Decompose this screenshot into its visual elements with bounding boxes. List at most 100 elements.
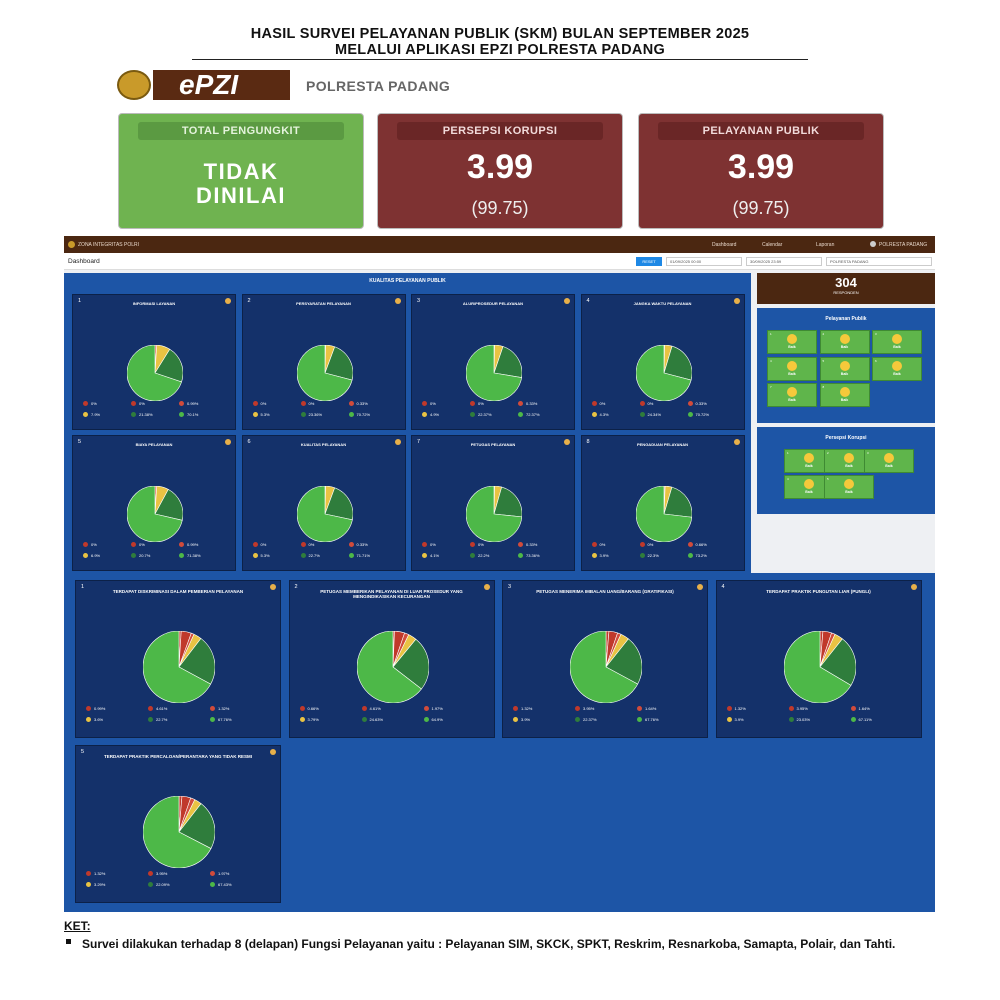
- legend-item: 5.3%: [252, 412, 270, 418]
- tile-label: Baik: [840, 345, 849, 349]
- legend-item: 0.33%: [518, 401, 537, 407]
- reset-button[interactable]: RESET: [636, 257, 662, 266]
- pie-slice: [465, 485, 523, 543]
- legend-dot-icon: [299, 717, 305, 723]
- tile-number: 3: [875, 332, 877, 336]
- nav-dashboard[interactable]: Dashboard: [712, 242, 737, 248]
- pie-slice: [356, 630, 422, 704]
- legend-value: 1.32%: [94, 871, 106, 876]
- legend-dot-icon: [518, 542, 523, 548]
- info-icon[interactable]: [564, 439, 570, 445]
- legend-item: 22.3%: [639, 553, 659, 559]
- info-icon[interactable]: [270, 749, 276, 755]
- public-service-title: Pelayanan Publik: [825, 316, 867, 322]
- legend-item: 22.7%: [300, 553, 320, 559]
- section-title: KUALITAS PELAYANAN PUBLIK: [369, 278, 446, 284]
- date-to-input[interactable]: 30/09/2025 23:59: [746, 257, 822, 266]
- legend-dot-icon: [726, 717, 732, 723]
- panel-title: TERDAPAT PRAKTIK PERCALOAN/PERANTARA YAN…: [103, 754, 253, 759]
- legend-dot-icon: [252, 412, 258, 418]
- legend-value: 22.2%: [478, 553, 490, 558]
- pie-chart: [142, 795, 216, 869]
- legend-value: 72.37%: [526, 412, 540, 417]
- unit-select[interactable]: POLRESTA PADANG: [826, 257, 932, 266]
- legend-dot-icon: [179, 553, 184, 559]
- panel-title: JANGKA WAKTU PELAYANAN: [633, 301, 692, 306]
- info-icon[interactable]: [394, 439, 401, 445]
- info-icon[interactable]: [564, 298, 570, 304]
- legend-value: 1.64%: [858, 706, 870, 711]
- rating-tile: 6 Baik: [872, 356, 922, 381]
- user-avatar[interactable]: [870, 241, 876, 247]
- legend-value: 3.79%: [307, 717, 319, 722]
- rating-tile: 3 Baik: [864, 449, 914, 473]
- panel-title: PETUGAS MEMBERIKAN PELAYANAN DI LUAR PRO…: [320, 589, 463, 599]
- info-icon[interactable]: [733, 298, 740, 304]
- panel-title: BIAYA PELAYANAN: [135, 442, 173, 447]
- pie-chart: [783, 630, 856, 704]
- date-from-input[interactable]: 01/09/2025 00:00: [666, 257, 742, 266]
- tile-label: Baik: [840, 371, 849, 376]
- legend-dot-icon: [470, 412, 475, 418]
- legend-value: 3.9%: [521, 717, 531, 722]
- legend-value: 0%: [260, 401, 267, 406]
- legend-value: 0%: [430, 542, 436, 547]
- legend-item: 67.76%: [210, 717, 232, 723]
- corruption-title: Persepsi Korupsi: [825, 435, 867, 441]
- info-icon[interactable]: [910, 584, 917, 590]
- legend-item: 5.3%: [252, 553, 270, 559]
- legend-dot-icon: [422, 553, 427, 559]
- info-icon[interactable]: [697, 584, 703, 590]
- tile-label: Baik: [788, 398, 796, 402]
- nav-calendar[interactable]: Calendar: [762, 242, 783, 248]
- pie-slice: [324, 346, 353, 381]
- legend-dot-icon: [850, 717, 856, 723]
- legend-item: 0%: [639, 401, 653, 407]
- legend-item: 67.76%: [637, 717, 659, 723]
- legend-item: 70.72%: [348, 412, 370, 418]
- smile-icon: [892, 334, 902, 344]
- indicator-panel: 8 PENGADUAN PELAYANAN 0% 0% 0.66% 3.9% 22.3% 73…: [580, 435, 745, 571]
- legend-item: 71.38%: [179, 553, 201, 559]
- legend-item: 3.9%: [726, 717, 744, 723]
- legend-value: 71.38%: [187, 553, 201, 558]
- legend-value: 22.7%: [156, 717, 168, 722]
- panel-title: PETUGAS MENERIMA IMBALAN UANG/BARANG (GR…: [536, 589, 674, 594]
- legend-dot-icon: [210, 717, 215, 723]
- legend-dot-icon: [513, 706, 518, 712]
- info-icon[interactable]: [270, 584, 276, 590]
- legend-value: 22.7%: [308, 553, 320, 558]
- legend-dot-icon: [637, 717, 642, 723]
- legend-value: 1.97%: [431, 706, 443, 711]
- info-icon[interactable]: [733, 439, 740, 445]
- legend-dot-icon: [86, 882, 91, 888]
- info-icon[interactable]: [225, 298, 231, 304]
- info-icon[interactable]: [394, 298, 401, 304]
- smile-icon: [839, 387, 850, 397]
- legend-dot-icon: [518, 412, 523, 418]
- pie-slice: [296, 344, 352, 402]
- legend-dot-icon: [687, 553, 693, 559]
- legend-item: 4.1%: [422, 553, 439, 559]
- legend-dot-icon: [300, 401, 306, 407]
- legend-item: 6.9%: [83, 553, 100, 559]
- pie-slice: [296, 485, 353, 543]
- pie-wrapper: [142, 630, 216, 708]
- card-total-pengungkit: TOTAL PENGUNGKIT TIDAK DINILAI: [118, 113, 364, 229]
- user-name[interactable]: POLRESTA PADANG: [879, 242, 928, 248]
- nav-laporan[interactable]: Laporan: [816, 242, 835, 248]
- legend-value: 70.1%: [187, 412, 199, 417]
- legend-dot-icon: [470, 542, 475, 548]
- legend-value: 24.63%: [369, 717, 384, 722]
- panel-number: 4: [721, 584, 725, 590]
- panel-title: PENGADUAN PELAYANAN: [636, 442, 689, 447]
- legend-item: 0.33%: [348, 542, 368, 548]
- card-label: PELAYANAN PUBLIK: [658, 122, 864, 140]
- info-icon[interactable]: [483, 584, 490, 590]
- pie-slice: [465, 344, 522, 402]
- card-value: 3.99: [727, 148, 795, 186]
- legend-dot-icon: [361, 717, 367, 723]
- pie-slice: [142, 795, 212, 869]
- info-icon[interactable]: [225, 439, 231, 445]
- tile-label: Baik: [893, 371, 901, 376]
